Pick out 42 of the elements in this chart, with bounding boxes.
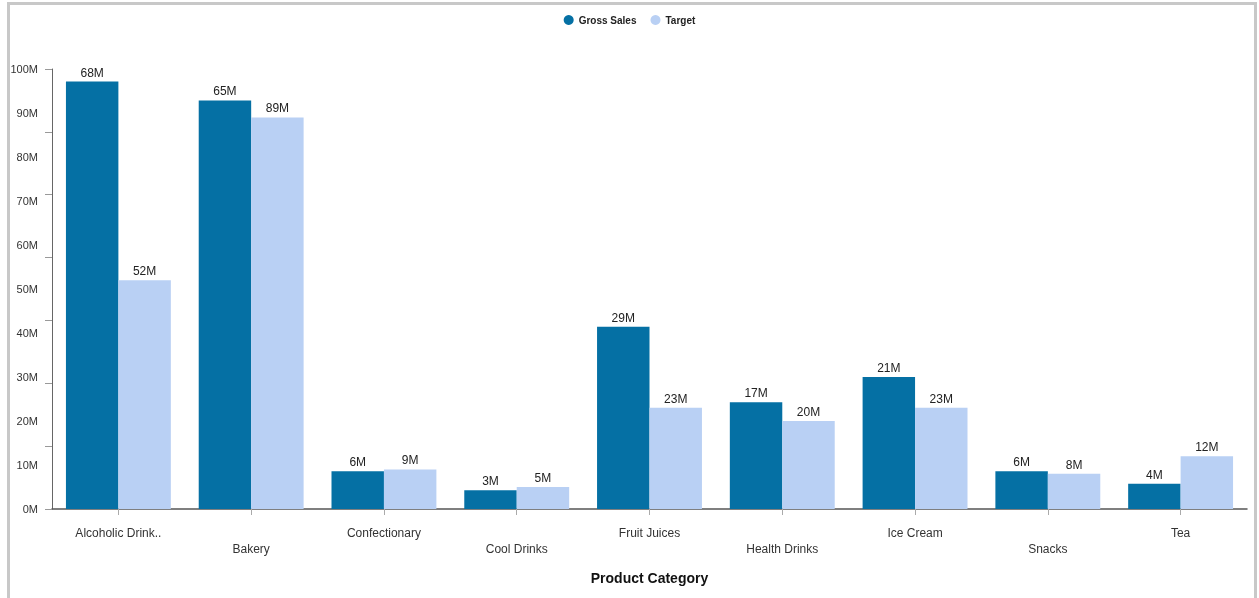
data-label: 12M [1195,440,1219,455]
data-label: 65M [213,84,237,99]
legend-label: Target [665,14,696,26]
data-label: 20M [796,405,821,419]
data-label: 8M [1065,457,1083,472]
x-tick-label: Cool Drinks [485,542,548,556]
data-label: 5M [534,471,552,485]
y-tick-label: 70M [16,195,38,207]
data-label: 23M [664,391,688,406]
bar [1180,456,1234,509]
data-label: 9M [401,453,419,468]
x-tick-label: Tea [1170,526,1191,540]
data-label: 23M [929,391,953,406]
data-label: 52M [132,264,157,279]
data-label: 6M [1013,455,1030,470]
x-tick-label: Ice Cream [887,526,943,540]
data-label: 68M [80,65,104,80]
y-tick-label: 0M [22,503,38,515]
data-label: 6M [349,455,367,470]
data-label: 29M [611,310,635,325]
legend-label: Gross Sales [578,14,637,26]
x-tick-label: Alcoholic Drink.. [75,526,162,540]
x-tick-label: Snacks [1028,542,1068,556]
data-label: 4M [1146,467,1163,482]
y-tick-label: 60M [16,239,38,251]
x-tick-label: Health Drinks [746,542,819,556]
y-tick-label: 40M [16,327,38,339]
x-tick-label: Confectionary [346,526,421,540]
y-tick-label: 10M [16,459,38,471]
data-label: 3M [482,474,499,489]
x-tick-label: Bakery [232,542,270,556]
data-label: 17M [744,386,768,401]
y-tick-label: 20M [16,415,38,427]
y-tick-label: 90M [16,107,38,119]
data-label: 89M [265,101,290,116]
data-label: 21M [877,361,901,375]
y-tick-label: 100M [10,63,38,75]
y-tick-label: 30M [16,371,38,383]
x-axis-title: Product Category [590,570,709,586]
x-tick-label: Fruit Juices [618,526,681,540]
y-tick-label: 80M [16,151,38,163]
y-tick-label: 50M [16,283,38,295]
